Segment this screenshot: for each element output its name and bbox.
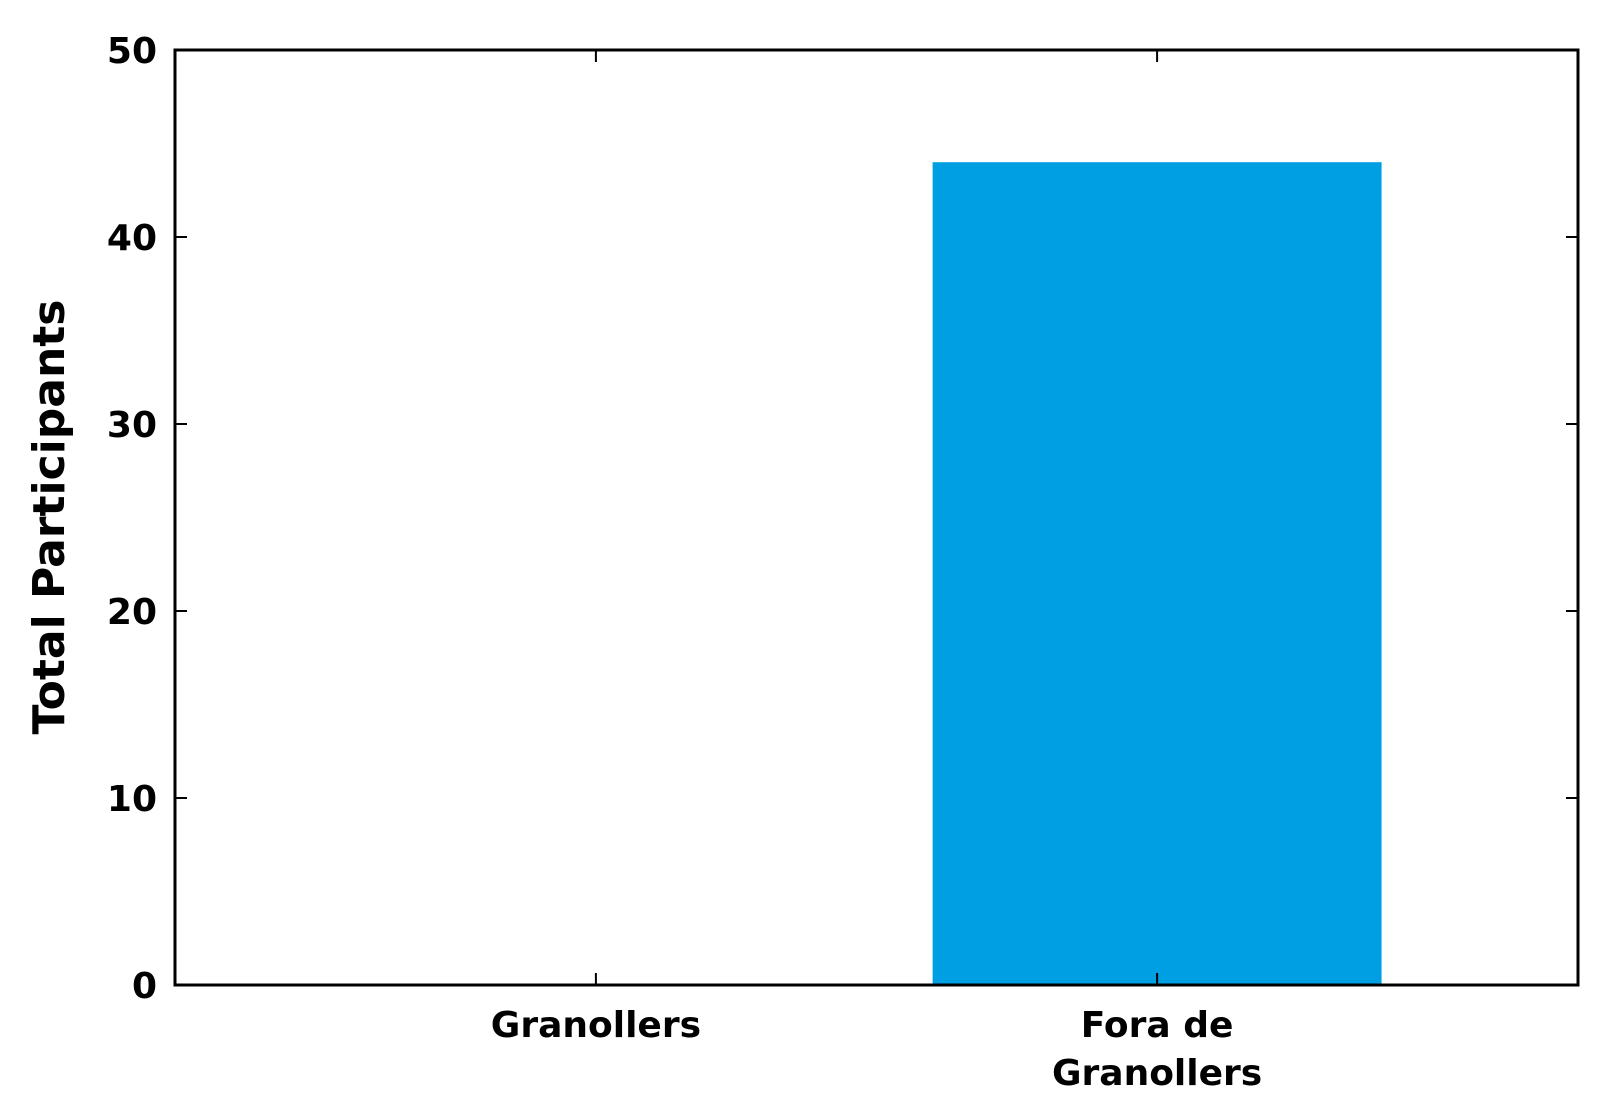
xtick-label-0: Granollers [491,1005,701,1046]
y-tick-labels: 0 10 20 30 40 50 [107,31,157,1007]
ytick-label-0: 0 [132,966,157,1007]
plot-frame [173,48,1580,987]
y-axis-label: Total Participants [24,300,75,735]
ytick-label-3: 30 [107,405,157,446]
ytick-label-1: 10 [107,779,157,820]
bars-group [932,162,1382,985]
x-tick-labels: Granollers Fora de Granollers [491,1005,1262,1094]
xtick-label-1: Fora de Granollers [1052,1005,1262,1094]
ytick-label-2: 20 [107,592,157,633]
bar-1 [932,162,1382,985]
ytick-label-4: 40 [107,218,157,259]
ytick-label-5: 50 [107,31,157,72]
